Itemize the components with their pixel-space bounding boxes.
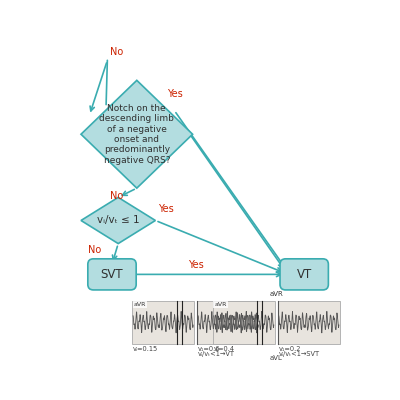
Text: vᵢ/vₜ ≤ 1: vᵢ/vₜ ≤ 1 [97, 216, 140, 226]
FancyBboxPatch shape [278, 300, 340, 344]
Text: aVR: aVR [214, 302, 227, 307]
Text: SVT: SVT [101, 268, 123, 281]
Text: Yes: Yes [168, 89, 183, 99]
Text: vᵢ=0.4: vᵢ=0.4 [213, 346, 234, 352]
FancyBboxPatch shape [132, 300, 194, 344]
Text: vᵢ/vₜ<1→SVT: vᵢ/vₜ<1→SVT [278, 351, 320, 357]
Text: vᵢ=0.15: vᵢ=0.15 [133, 346, 158, 352]
Text: Yes: Yes [188, 260, 204, 270]
Text: VT: VT [296, 268, 312, 281]
FancyBboxPatch shape [213, 300, 275, 344]
Text: v₁=0.6: v₁=0.6 [198, 346, 220, 352]
Text: No: No [110, 47, 124, 57]
Text: No: No [110, 191, 123, 201]
Text: v₁=0.2: v₁=0.2 [278, 346, 301, 352]
FancyBboxPatch shape [197, 300, 259, 344]
Text: aVL: aVL [270, 355, 283, 361]
FancyBboxPatch shape [88, 259, 136, 290]
Text: aVR: aVR [270, 291, 283, 297]
Polygon shape [81, 197, 155, 244]
Text: Notch on the
descending limb
of a negative
onset and
predominantly
negative QRS?: Notch on the descending limb of a negati… [99, 104, 174, 165]
Text: Yes: Yes [158, 204, 174, 214]
Text: vᵢ/vₜ<1→VT: vᵢ/vₜ<1→VT [198, 351, 235, 357]
Polygon shape [81, 80, 193, 188]
Text: No: No [88, 245, 102, 255]
FancyBboxPatch shape [280, 259, 328, 290]
Text: aVR: aVR [134, 302, 146, 307]
